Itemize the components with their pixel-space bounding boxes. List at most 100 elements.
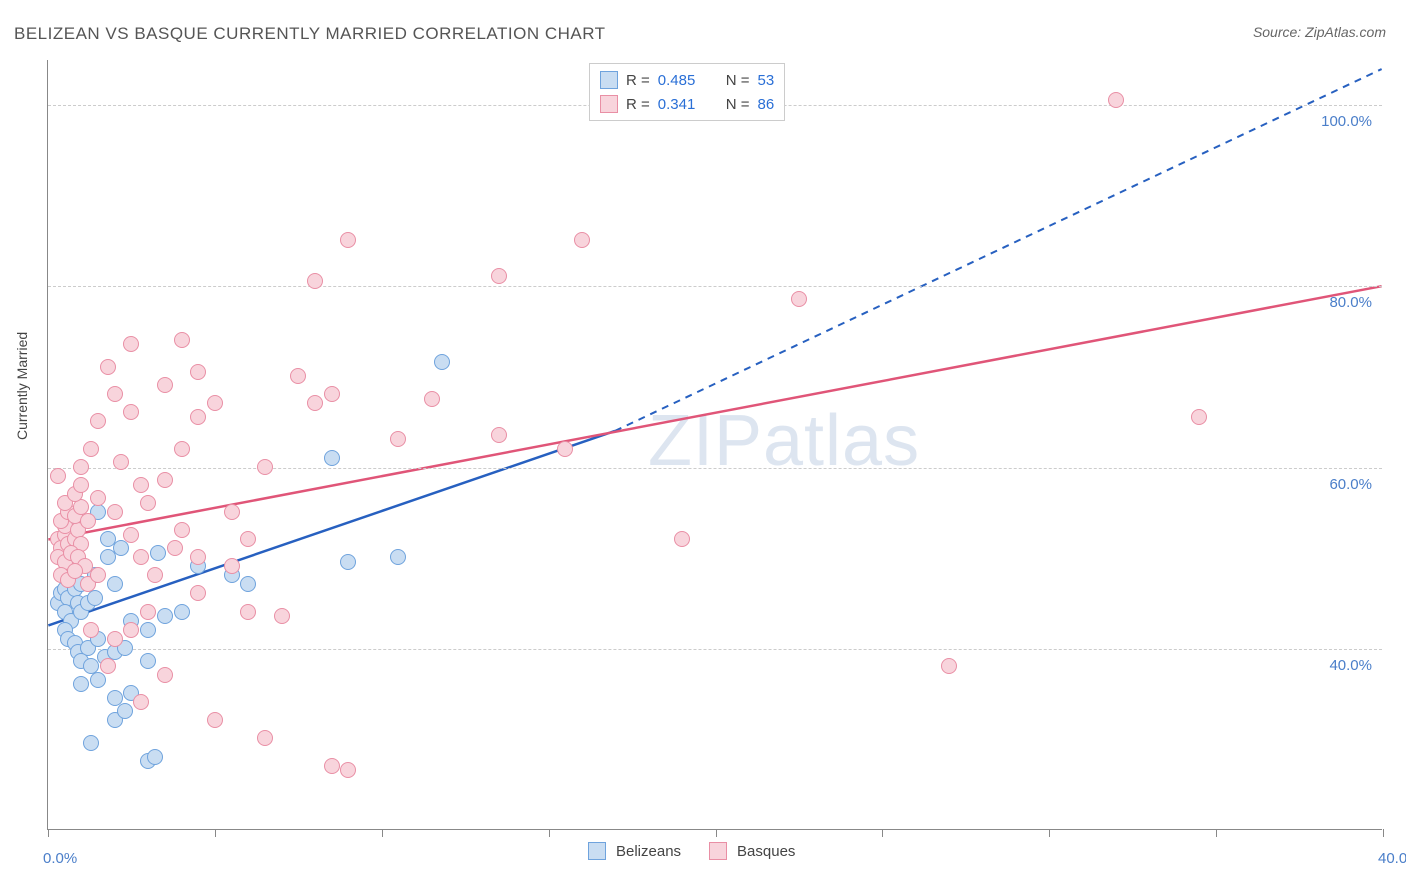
- data-point: [424, 391, 440, 407]
- data-point: [107, 576, 123, 592]
- legend-swatch: [588, 842, 606, 860]
- data-point: [107, 386, 123, 402]
- data-point: [87, 590, 103, 606]
- x-tick: [215, 829, 216, 837]
- data-point: [491, 427, 507, 443]
- data-point: [190, 585, 206, 601]
- x-tick: [549, 829, 550, 837]
- data-point: [140, 495, 156, 511]
- plot-area: ZIPatlas 40.0%60.0%80.0%100.0%0.0%40.0%R…: [47, 60, 1382, 830]
- n-value: 86: [758, 96, 775, 113]
- x-tick: [882, 829, 883, 837]
- y-tick-label: 80.0%: [1329, 294, 1372, 311]
- y-tick-label: 100.0%: [1321, 113, 1372, 130]
- data-point: [157, 667, 173, 683]
- data-point: [140, 653, 156, 669]
- data-point: [157, 377, 173, 393]
- trend-line-ext: [615, 69, 1382, 431]
- data-point: [113, 454, 129, 470]
- x-tick: [1049, 829, 1050, 837]
- source-value: ZipAtlas.com: [1305, 24, 1386, 40]
- data-point: [113, 540, 129, 556]
- trend-lines: [48, 60, 1382, 829]
- data-point: [207, 395, 223, 411]
- source-label: Source: ZipAtlas.com: [1253, 24, 1386, 40]
- stats-row: R =0.485N =53: [600, 68, 774, 92]
- legend-label: Belizeans: [616, 843, 681, 860]
- data-point: [340, 232, 356, 248]
- x-tick: [48, 829, 49, 837]
- data-point: [147, 567, 163, 583]
- data-point: [1108, 92, 1124, 108]
- data-point: [434, 354, 450, 370]
- data-point: [274, 608, 290, 624]
- series-legend: Belizeans Basques: [588, 842, 813, 860]
- data-point: [83, 735, 99, 751]
- data-point: [307, 395, 323, 411]
- data-point: [117, 703, 133, 719]
- gridline-h: [48, 649, 1382, 650]
- data-point: [174, 332, 190, 348]
- data-point: [324, 450, 340, 466]
- x-tick: [1383, 829, 1384, 837]
- y-axis-label: Currently Married: [14, 332, 30, 440]
- data-point: [73, 477, 89, 493]
- trend-line: [48, 286, 1381, 539]
- data-point: [557, 441, 573, 457]
- n-label: N =: [726, 96, 750, 113]
- data-point: [941, 658, 957, 674]
- data-point: [100, 658, 116, 674]
- x-tick: [1216, 829, 1217, 837]
- data-point: [174, 441, 190, 457]
- data-point: [174, 522, 190, 538]
- data-point: [123, 527, 139, 543]
- data-point: [257, 730, 273, 746]
- data-point: [290, 368, 306, 384]
- data-point: [167, 540, 183, 556]
- data-point: [324, 758, 340, 774]
- data-point: [240, 576, 256, 592]
- data-point: [224, 558, 240, 574]
- data-point: [83, 622, 99, 638]
- y-tick-label: 60.0%: [1329, 476, 1372, 493]
- r-label: R =: [626, 72, 650, 89]
- y-tick-label: 40.0%: [1329, 657, 1372, 674]
- data-point: [574, 232, 590, 248]
- r-value: 0.485: [658, 72, 708, 89]
- data-point: [340, 762, 356, 778]
- x-tick: [382, 829, 383, 837]
- x-tick-label: 0.0%: [43, 850, 77, 867]
- data-point: [791, 291, 807, 307]
- data-point: [340, 554, 356, 570]
- data-point: [90, 567, 106, 583]
- data-point: [123, 336, 139, 352]
- data-point: [100, 359, 116, 375]
- data-point: [150, 545, 166, 561]
- data-point: [123, 622, 139, 638]
- x-tick-label: 40.0%: [1378, 850, 1406, 867]
- n-label: N =: [726, 72, 750, 89]
- data-point: [1191, 409, 1207, 425]
- data-point: [157, 608, 173, 624]
- data-point: [174, 604, 190, 620]
- r-label: R =: [626, 96, 650, 113]
- data-point: [190, 549, 206, 565]
- data-point: [73, 676, 89, 692]
- stats-legend: R =0.485N =53R =0.341N =86: [589, 63, 785, 121]
- legend-label: Basques: [737, 843, 795, 860]
- data-point: [83, 441, 99, 457]
- data-point: [133, 694, 149, 710]
- data-point: [67, 563, 83, 579]
- data-point: [390, 549, 406, 565]
- data-point: [207, 712, 223, 728]
- data-point: [390, 431, 406, 447]
- data-point: [190, 409, 206, 425]
- chart-title: BELIZEAN VS BASQUE CURRENTLY MARRIED COR…: [14, 24, 606, 44]
- data-point: [240, 604, 256, 620]
- legend-swatch: [600, 95, 618, 113]
- data-point: [491, 268, 507, 284]
- data-point: [674, 531, 690, 547]
- data-point: [257, 459, 273, 475]
- source-prefix: Source:: [1253, 24, 1305, 40]
- data-point: [133, 549, 149, 565]
